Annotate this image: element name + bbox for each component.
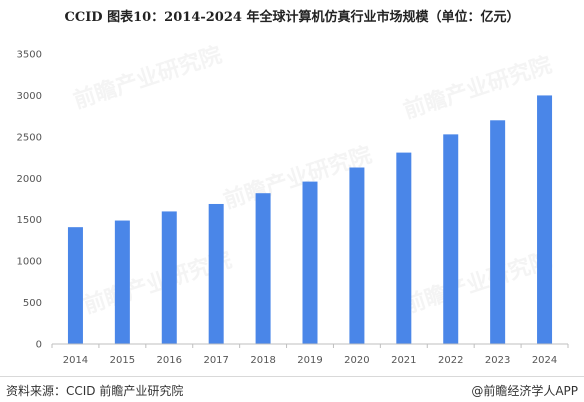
x-tick-label: 2016 xyxy=(157,355,182,366)
x-tick-label: 2015 xyxy=(110,355,135,366)
y-tick-label: 0 xyxy=(36,340,42,351)
y-tick-label: 1000 xyxy=(17,257,42,268)
y-axis-labels: 0 500 1000 1500 2000 2500 3000 3500 xyxy=(17,50,42,351)
chart-title: CCID 图表10：2014-2024 年全球计算机仿真行业市场规模（单位：亿元… xyxy=(64,10,520,25)
bar-2019 xyxy=(302,181,318,344)
x-tick-label: 2020 xyxy=(344,355,369,366)
x-tick-label: 2018 xyxy=(250,355,275,366)
y-tick-label: 3500 xyxy=(17,50,42,61)
footer: 资料来源：CCID 前瞻产业研究院 @前瞻经济学人APP xyxy=(0,376,584,402)
y-tick-label: 500 xyxy=(23,298,42,309)
bars xyxy=(67,95,553,345)
y-tick-label: 1500 xyxy=(17,215,42,226)
bar-2016 xyxy=(161,211,177,344)
x-tick-label: 2019 xyxy=(297,355,322,366)
y-tick-label: 2500 xyxy=(17,132,42,143)
bar-2021 xyxy=(396,152,412,344)
x-tick-label: 2017 xyxy=(203,355,228,366)
x-axis-ticks xyxy=(51,344,569,348)
source-note: 资料来源：CCID 前瞻产业研究院 xyxy=(6,384,184,398)
x-tick-label: 2014 xyxy=(63,355,88,366)
bar-2024 xyxy=(537,95,553,345)
bar-2017 xyxy=(208,203,224,344)
y-tick-label: 2000 xyxy=(17,174,42,185)
x-tick-label: 2024 xyxy=(532,355,557,366)
x-tick-label: 2022 xyxy=(438,355,463,366)
x-axis-labels: 2014 2015 2016 2017 2018 2019 2020 2021 2022 2023… xyxy=(63,355,558,366)
bar-2022 xyxy=(443,134,459,344)
credit-note: @前瞻经济学人APP xyxy=(471,384,578,398)
bar-2015 xyxy=(114,220,130,344)
x-tick-label: 2023 xyxy=(485,355,510,366)
bar-2023 xyxy=(490,120,506,344)
bar-2020 xyxy=(349,167,365,344)
y-tick-label: 3000 xyxy=(17,91,42,102)
x-tick-label: 2021 xyxy=(391,355,416,366)
bar-2014 xyxy=(67,227,83,344)
bar-2018 xyxy=(255,193,271,344)
